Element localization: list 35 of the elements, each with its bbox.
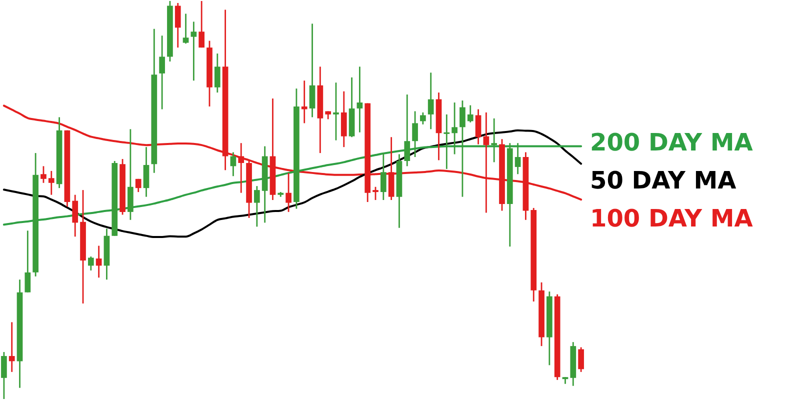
candlestick	[238, 142, 244, 194]
candlestick	[230, 152, 236, 177]
candlestick	[286, 172, 292, 213]
candlestick	[8, 321, 15, 373]
candlestick	[72, 194, 78, 238]
series-label: 200 DAY MA	[590, 128, 754, 157]
candlestick	[135, 178, 142, 193]
candlestick	[309, 22, 316, 118]
candlestick	[24, 230, 31, 294]
candlestick	[1, 351, 7, 400]
candlestick	[333, 82, 339, 141]
candlestick	[340, 90, 347, 148]
candlestick	[174, 2, 181, 48]
candlestick	[182, 13, 189, 44]
candlestick	[96, 245, 102, 278]
candlestick	[88, 256, 94, 272]
candlestick	[198, 0, 205, 48]
candlestick	[190, 20, 197, 82]
candlestick	[356, 66, 363, 134]
candlestick	[159, 34, 165, 110]
candlestick	[48, 170, 54, 196]
candlestick	[467, 104, 474, 124]
candlestick	[420, 112, 426, 126]
series-label: 100 DAY MA	[590, 204, 754, 233]
candlestick	[380, 152, 386, 201]
candlestick	[475, 108, 482, 145]
candlestick	[301, 80, 308, 124]
candlestick	[428, 72, 434, 130]
candlestick	[578, 346, 584, 373]
candlestick	[40, 165, 46, 184]
candlestick	[143, 146, 150, 198]
series-label: 50 DAY MA	[590, 166, 737, 195]
candlestick	[372, 186, 378, 201]
candlestick	[254, 185, 260, 228]
candlestick	[214, 52, 220, 94]
